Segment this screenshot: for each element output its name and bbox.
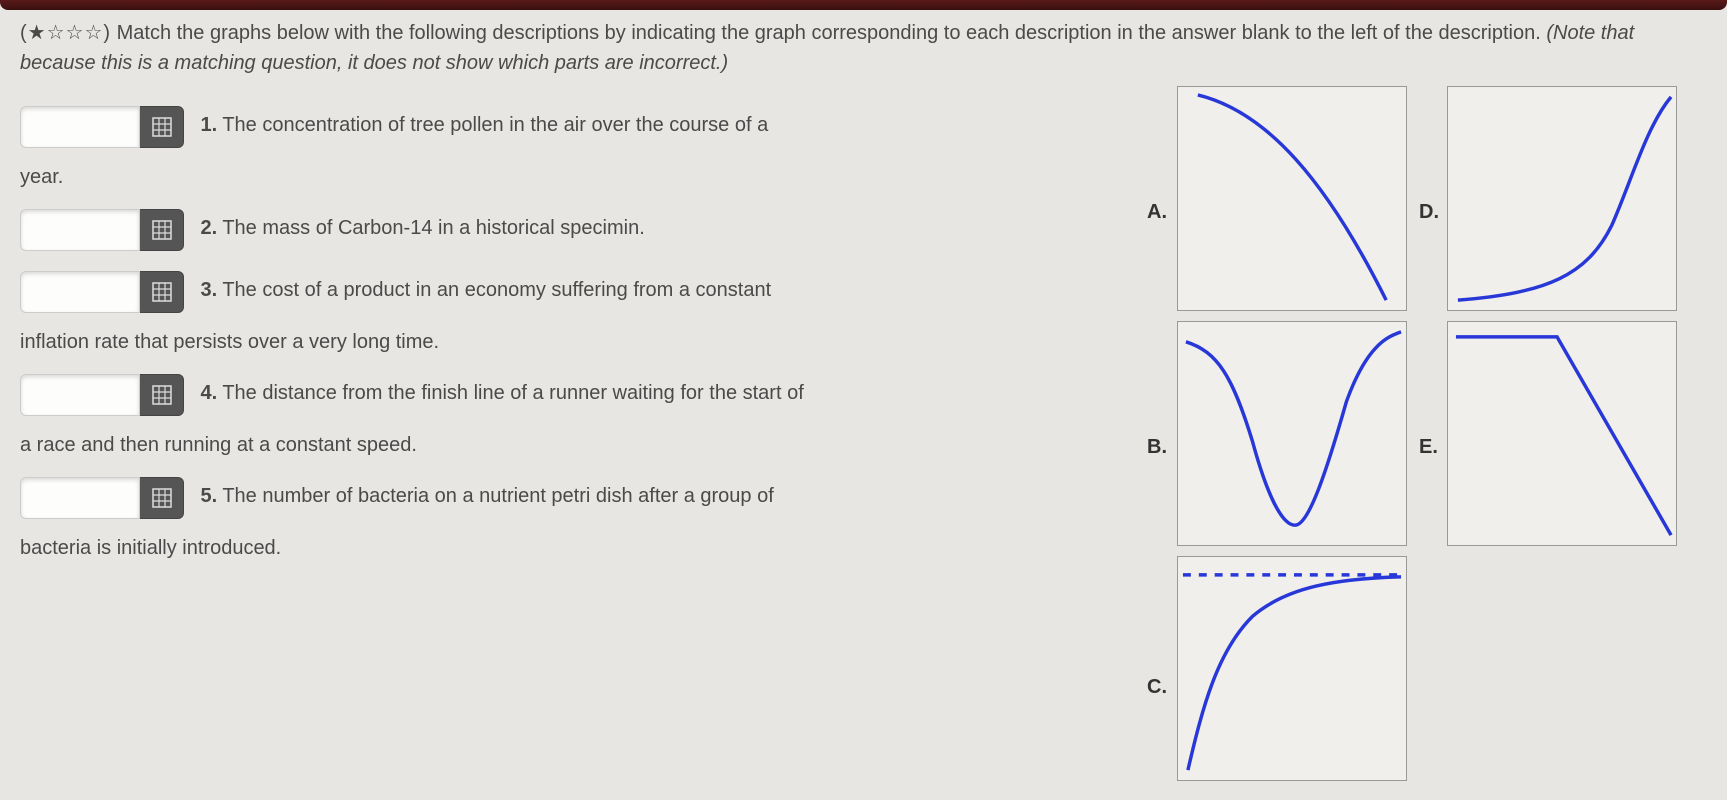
question-continuation: bacteria is initially introduced.	[20, 537, 1127, 560]
question-text: 1. The concentration of tree pollen in t…	[200, 114, 768, 136]
question-continuation: a race and then running at a constant sp…	[20, 434, 1127, 457]
equation-editor-button[interactable]	[140, 374, 184, 416]
answer-input-1[interactable]	[20, 106, 140, 148]
question-number: 3.	[200, 279, 217, 301]
question-text: 4. The distance from the finish line of …	[200, 382, 803, 404]
question-line: The cost of a product in an economy suff…	[222, 279, 771, 301]
question-continuation: inflation rate that persists over a very…	[20, 331, 1127, 354]
answer-input-3[interactable]	[20, 271, 140, 313]
question-text: 3. The cost of a product in an economy s…	[200, 279, 771, 301]
question-line: The distance from the finish line of a r…	[222, 382, 803, 404]
main-row: 1. The concentration of tree pollen in t…	[20, 86, 1707, 786]
question-4: 4. The distance from the finish line of …	[20, 374, 1127, 457]
equation-editor-button[interactable]	[140, 106, 184, 148]
graph-label: B.	[1147, 436, 1167, 459]
question-5: 5. The number of bacteria on a nutrient …	[20, 477, 1127, 560]
grid-icon	[152, 117, 172, 137]
questions-column: 1. The concentration of tree pollen in t…	[20, 86, 1147, 786]
answer-input-5[interactable]	[20, 477, 140, 519]
question-number: 1.	[200, 114, 217, 136]
content-area: (★☆☆☆) Match the graphs below with the f…	[20, 18, 1707, 800]
top-accent-bar	[0, 0, 1727, 10]
question-text: 5. The number of bacteria on a nutrient …	[200, 485, 773, 507]
difficulty-stars: (★☆☆☆)	[20, 22, 111, 44]
question-line: The mass of Carbon-14 in a historical sp…	[222, 217, 644, 239]
question-3: 3. The cost of a product in an economy s…	[20, 271, 1127, 354]
grid-icon	[152, 220, 172, 240]
equation-editor-button[interactable]	[140, 477, 184, 519]
graph-cell	[1177, 556, 1407, 781]
grid-icon	[152, 282, 172, 302]
grid-icon	[152, 488, 172, 508]
question-2: 2. The mass of Carbon-14 in a historical…	[20, 209, 1127, 251]
answer-input-4[interactable]	[20, 374, 140, 416]
graph-cell	[1177, 321, 1407, 546]
graph-label: E.	[1419, 436, 1438, 459]
equation-editor-button[interactable]	[140, 271, 184, 313]
question-continuation: year.	[20, 166, 1127, 189]
intro-text: Match the graphs below with the followin…	[117, 22, 1547, 44]
question-1: 1. The concentration of tree pollen in t…	[20, 106, 1127, 189]
question-intro: (★☆☆☆) Match the graphs below with the f…	[20, 18, 1707, 78]
graph-label: D.	[1419, 201, 1439, 224]
graph-label: C.	[1147, 676, 1167, 699]
graph-cell	[1447, 86, 1677, 311]
question-number: 2.	[200, 217, 217, 239]
question-line: The number of bacteria on a nutrient pet…	[222, 485, 773, 507]
graph-label: A.	[1147, 201, 1167, 224]
equation-editor-button[interactable]	[140, 209, 184, 251]
graph-cell	[1177, 86, 1407, 311]
question-text: 2. The mass of Carbon-14 in a historical…	[200, 217, 644, 239]
graph-grid: A. D. B. E. C.	[1147, 86, 1707, 786]
answer-input-2[interactable]	[20, 209, 140, 251]
question-line: The concentration of tree pollen in the …	[222, 114, 768, 136]
question-number: 5.	[200, 485, 217, 507]
question-number: 4.	[200, 382, 217, 404]
graph-cell	[1447, 321, 1677, 546]
grid-icon	[152, 385, 172, 405]
graphs-column: A. D. B. E. C.	[1147, 86, 1707, 786]
